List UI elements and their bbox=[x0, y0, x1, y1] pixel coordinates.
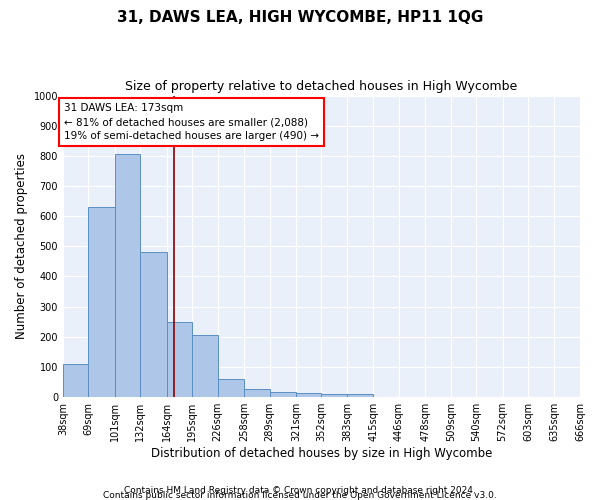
Bar bbox=[296, 393, 322, 397]
Bar bbox=[347, 394, 373, 397]
Text: Contains public sector information licensed under the Open Government Licence v3: Contains public sector information licen… bbox=[103, 490, 497, 500]
Bar bbox=[244, 388, 269, 397]
Text: Contains HM Land Registry data © Crown copyright and database right 2024.: Contains HM Land Registry data © Crown c… bbox=[124, 486, 476, 495]
Y-axis label: Number of detached properties: Number of detached properties bbox=[15, 154, 28, 340]
Bar bbox=[167, 322, 192, 397]
Bar bbox=[115, 154, 140, 397]
Bar bbox=[88, 207, 115, 397]
Bar bbox=[63, 364, 88, 397]
Text: 31, DAWS LEA, HIGH WYCOMBE, HP11 1QG: 31, DAWS LEA, HIGH WYCOMBE, HP11 1QG bbox=[117, 10, 483, 25]
Bar bbox=[322, 394, 347, 397]
X-axis label: Distribution of detached houses by size in High Wycombe: Distribution of detached houses by size … bbox=[151, 447, 492, 460]
Title: Size of property relative to detached houses in High Wycombe: Size of property relative to detached ho… bbox=[125, 80, 518, 93]
Bar bbox=[269, 392, 296, 397]
Text: 31 DAWS LEA: 173sqm
← 81% of detached houses are smaller (2,088)
19% of semi-det: 31 DAWS LEA: 173sqm ← 81% of detached ho… bbox=[64, 103, 319, 141]
Bar bbox=[192, 336, 218, 397]
Bar bbox=[140, 252, 167, 397]
Bar bbox=[218, 379, 244, 397]
